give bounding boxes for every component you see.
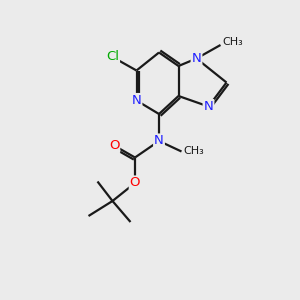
Text: CH₃: CH₃ — [222, 37, 243, 47]
Text: O: O — [130, 176, 140, 190]
Text: N: N — [204, 100, 213, 113]
Text: Cl: Cl — [106, 50, 119, 64]
Text: CH₃: CH₃ — [183, 146, 204, 157]
Text: N: N — [154, 134, 164, 148]
Text: N: N — [132, 94, 141, 107]
Text: N: N — [192, 52, 201, 65]
Text: O: O — [109, 139, 119, 152]
